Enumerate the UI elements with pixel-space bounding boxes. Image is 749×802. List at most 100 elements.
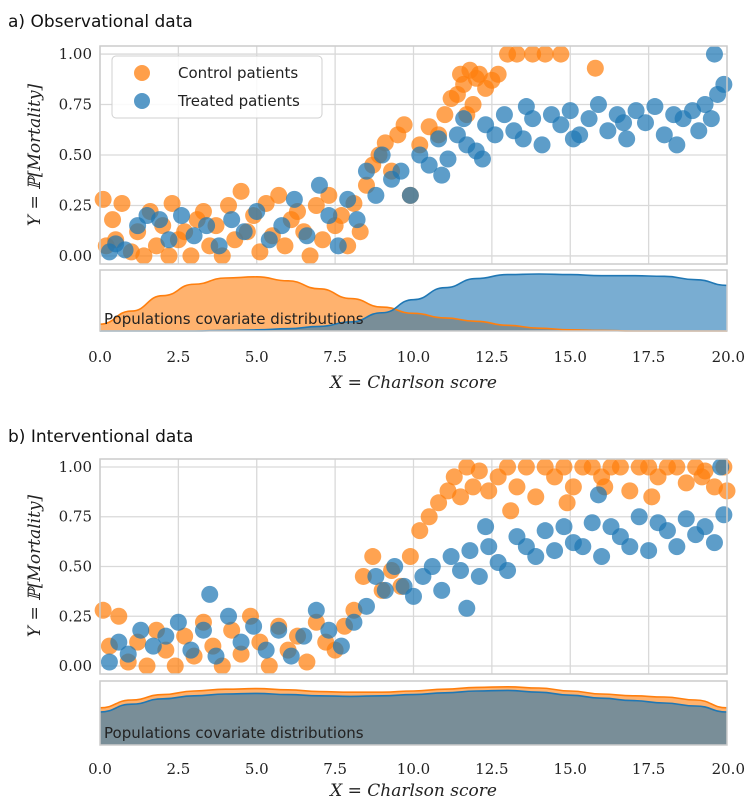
- control-point: [94, 190, 112, 208]
- treated-point: [198, 217, 216, 235]
- treated-point: [580, 110, 598, 128]
- plot-frame: [99, 458, 728, 675]
- control-point: [411, 522, 429, 540]
- treated-point: [486, 126, 504, 144]
- treated-point: [116, 241, 134, 259]
- control-point: [452, 488, 470, 506]
- treated-point: [185, 227, 203, 245]
- treated-point: [248, 203, 266, 221]
- control-point: [94, 601, 112, 619]
- treated-point: [295, 627, 313, 645]
- chart-title: a) Observational data: [8, 12, 193, 32]
- treated-point: [517, 98, 535, 116]
- treated-point: [473, 150, 491, 168]
- control-point: [110, 607, 128, 625]
- chart-title: b) Interventional data: [8, 427, 193, 447]
- treated-point: [345, 613, 363, 631]
- y-tick-label: 1.00: [59, 458, 92, 476]
- treated-point: [455, 110, 473, 128]
- treated-point: [282, 647, 300, 665]
- control-point: [668, 458, 686, 476]
- treated-point: [621, 538, 639, 556]
- control-point: [436, 106, 454, 124]
- x-tick-label: 0.0: [88, 760, 112, 778]
- treated-point: [646, 98, 664, 116]
- control-point: [223, 621, 241, 639]
- treated-point: [430, 130, 448, 148]
- control-point: [135, 247, 153, 265]
- treated-point: [583, 514, 601, 532]
- control-point: [354, 567, 372, 585]
- control-point: [552, 45, 570, 63]
- x-tick-label: 7.5: [323, 760, 347, 778]
- treated-point: [401, 186, 419, 204]
- x-tick-label: 20.0: [712, 348, 745, 366]
- treated-point: [712, 458, 730, 476]
- control-point: [138, 657, 156, 675]
- treated-point: [173, 207, 191, 225]
- treated-point: [552, 116, 570, 134]
- treated-density-line: [99, 689, 728, 713]
- treated-point: [702, 110, 720, 128]
- treated-point: [151, 211, 169, 229]
- plot-frame: [99, 45, 728, 265]
- x-tick-label: 5.0: [245, 760, 269, 778]
- control-point: [166, 657, 184, 675]
- control-point: [420, 508, 438, 526]
- treated-point: [480, 538, 498, 556]
- control-point: [395, 116, 413, 134]
- control-point: [464, 96, 482, 114]
- y-tick-label: 0.25: [59, 607, 92, 625]
- treated-point: [245, 617, 263, 635]
- treated-point: [260, 231, 278, 249]
- treated-point: [615, 114, 633, 132]
- treated-point: [555, 518, 573, 536]
- treated-point: [574, 538, 592, 556]
- x-tick-label: 12.5: [475, 348, 508, 366]
- treated-point: [589, 486, 607, 504]
- treated-point: [423, 558, 441, 575]
- treated-point: [433, 581, 451, 599]
- y-tick-label: 0.50: [59, 146, 92, 164]
- control-point: [524, 45, 542, 63]
- x-axis-label: X = Charlson score: [328, 373, 497, 393]
- y-tick-label: 0.25: [59, 196, 92, 214]
- treated-point: [618, 130, 636, 148]
- control-point: [301, 247, 319, 265]
- y-axis-label: Y = ℙ[Mortality]: [25, 494, 45, 637]
- treated-point: [373, 146, 391, 164]
- x-tick-label: 15.0: [554, 348, 587, 366]
- treated-point: [655, 126, 673, 144]
- treated-point: [458, 599, 476, 617]
- treated-point: [285, 190, 303, 208]
- treated-point: [144, 637, 162, 655]
- control-point: [113, 194, 131, 212]
- x-tick-label: 10.0: [397, 760, 430, 778]
- treated-point: [561, 102, 579, 120]
- control-point: [251, 243, 269, 261]
- treated-point: [307, 601, 325, 619]
- x-tick-label: 17.5: [632, 760, 665, 778]
- treated-point: [201, 585, 219, 603]
- treated-point: [160, 231, 178, 249]
- density-frame: [99, 680, 728, 746]
- treated-point: [546, 542, 564, 560]
- treated-point: [461, 542, 479, 560]
- control-point: [182, 247, 200, 265]
- treated-point: [442, 548, 460, 566]
- control-point: [621, 482, 639, 500]
- control-point: [502, 502, 520, 520]
- control-point: [232, 645, 250, 663]
- y-tick-label: 0.75: [59, 508, 92, 526]
- treated-point: [386, 558, 404, 575]
- treated-point: [593, 548, 611, 566]
- control-point: [220, 196, 238, 214]
- control-point: [160, 247, 178, 265]
- control-point: [270, 186, 288, 204]
- legend-control-label: Control patients: [178, 64, 298, 82]
- control-point: [314, 231, 332, 249]
- x-tick-label: 12.5: [475, 760, 508, 778]
- treated-point: [495, 106, 513, 124]
- treated-point: [533, 136, 551, 154]
